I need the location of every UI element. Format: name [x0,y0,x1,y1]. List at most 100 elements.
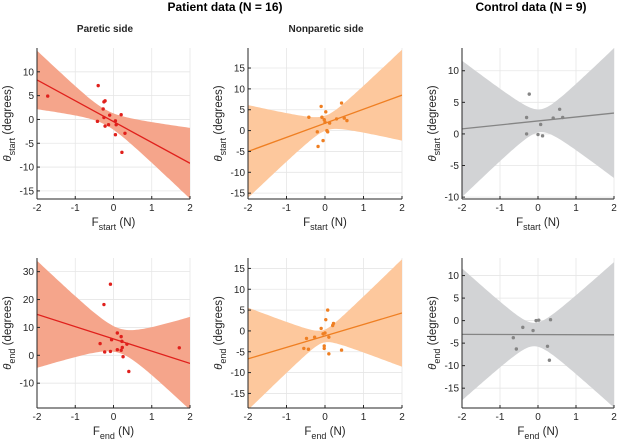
data-point [120,345,124,350]
x-tick-label: 2 [611,412,617,423]
y-tick-label: 0 [239,326,245,337]
data-point [177,346,181,350]
control-title: Control data (N = 9) [475,0,586,14]
data-point [119,348,123,352]
x-tick-label: 1 [149,203,155,214]
x-tick-label: 1 [361,203,367,214]
y-axis-label: θstart (degrees) [427,85,442,161]
data-point [524,115,529,120]
data-point [511,336,515,340]
x-tick-label: -2 [33,412,42,423]
confidence-band [37,260,190,408]
y-tick-label: 0 [239,126,245,137]
data-point [327,121,332,125]
data-point [325,130,330,134]
data-point [102,302,106,307]
data-point [345,118,349,123]
x-tick-label: 2 [399,412,405,423]
data-point [323,331,327,335]
y-axis-label: θstart (degrees) [2,85,17,161]
y-tick-label: 10 [234,84,246,95]
x-tick-label: -1 [71,203,80,214]
y-axis-label: θend (degrees) [2,296,17,370]
y-tick-label: 10 [234,285,246,296]
data-point [319,326,323,331]
y-tick-label: -5 [236,347,245,358]
y-axis-label: θend (degrees) [213,296,228,370]
data-point [545,344,550,348]
data-point [120,339,124,344]
data-point [108,282,113,286]
paretic-subtitle: Paretic side [77,24,134,35]
data-point [331,321,336,326]
data-point [103,124,107,128]
data-point [120,150,124,155]
x-tick-label: 2 [611,203,617,214]
y-tick-label: -15 [231,389,246,400]
x-tick-label: 2 [399,203,405,214]
x-tick-label: -1 [282,412,291,423]
x-axis-label: Fstart (N) [516,217,560,232]
data-point [95,119,100,124]
data-point [127,369,131,374]
y-tick-label: -15 [20,186,35,197]
x-tick-label: -2 [458,203,467,214]
x-tick-label: -1 [71,412,80,423]
y-tick-label: -10 [20,163,35,174]
data-point [302,346,306,351]
data-point [540,134,545,138]
y-tick-label: -15 [231,189,246,200]
data-point [316,144,320,149]
x-axis-label: Fend (N) [517,426,558,441]
data-point [536,132,540,137]
x-axis-label: Fend (N) [304,426,345,441]
y-tick-label: -10 [20,379,35,390]
data-point [123,131,127,135]
y-tick-label: -10 [231,368,246,379]
data-point [561,115,565,120]
data-point [327,335,331,339]
x-axis-label: Fend (N) [93,426,134,441]
x-axis-label: Fstart (N) [303,217,347,232]
data-point [531,328,535,333]
regression-line [37,79,190,164]
y-tick-label: 10 [448,271,460,282]
nonparetic-subtitle: Nonparetic side [288,24,363,35]
data-point [119,334,123,339]
x-tick-label: -2 [33,203,42,214]
data-point [312,335,317,339]
x-tick-label: -1 [496,412,505,423]
data-point [325,308,330,312]
data-point [342,116,346,120]
x-tick-label: -1 [496,203,505,214]
x-tick-label: 2 [187,412,193,423]
data-point [106,122,111,127]
y-tick-label: 0 [28,115,34,126]
x-tick-label: 0 [535,203,541,214]
data-point [334,117,339,121]
data-point [551,116,555,120]
y-tick-label: 5 [239,105,245,116]
x-tick-label: 0 [322,203,328,214]
data-point [307,115,311,119]
data-point [327,352,331,356]
y-axis-label: θstart (degrees) [213,85,228,161]
x-tick-label: -2 [458,412,467,423]
data-point [321,138,325,143]
regression-line [37,313,190,365]
data-point [322,344,326,348]
data-point [119,112,123,117]
y-tick-label: -15 [445,384,460,395]
regression-line [248,312,402,360]
data-point [306,347,311,351]
y-tick-label: 15 [234,64,246,75]
confidence-band [462,48,614,197]
y-tick-label: 5 [28,91,34,102]
data-point [98,341,102,346]
data-point [324,110,328,114]
x-axis-label: Fstart (N) [92,217,136,232]
data-point [114,122,118,127]
